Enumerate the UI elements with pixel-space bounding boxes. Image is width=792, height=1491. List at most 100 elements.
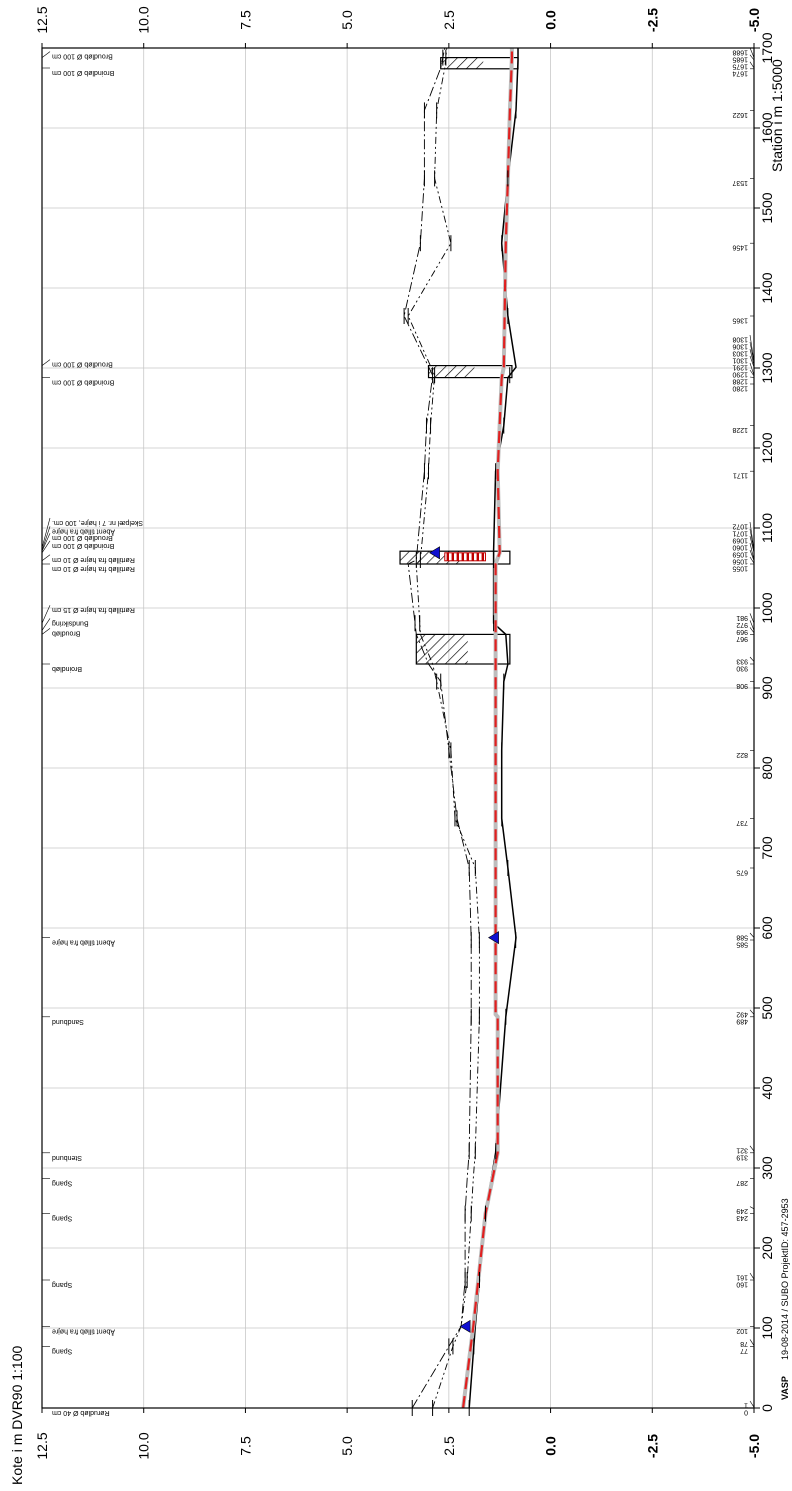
x-tick-label: 1500 [759,192,775,223]
station-leader [749,627,755,633]
station-label: 1055 [732,565,748,572]
feature-label: Rørtilløb fra højre Ø 10 cm [52,556,135,563]
station-label: 972 [736,621,748,628]
feature-label: Broudløb [52,629,81,636]
water-level-marker [488,931,499,945]
station-label: 1069 [732,537,748,544]
station-label: 161 [736,1274,748,1281]
feature-label: Broindløb Ø 100 cm [52,542,114,549]
station-label: 1171 [733,472,748,479]
station-label: 102 [736,1327,748,1334]
x-tick-label: 700 [759,836,775,860]
feature-leader [41,628,51,635]
feature-label: Broudløb Ø 100 cm [52,361,113,368]
water-markers [429,546,499,1333]
station-leader [749,61,755,69]
y-axis-title: Kote i m DVR90 1:100 [9,1345,25,1485]
feature-label: Broindløb Ø 100 cm [52,379,114,386]
feature-leader [41,540,51,553]
cross-ticks [403,49,519,1416]
station-label: 1622 [732,111,748,118]
station-label: 969 [736,628,748,635]
station-label: 1303 [732,350,748,357]
feature-label: Broudløb Ø 100 cm [52,534,113,541]
station-label: 585 [736,941,748,948]
x-tick-label: 900 [759,676,775,700]
x-tick-label: 0 [759,1404,775,1412]
station-label: 1675 [732,62,748,69]
feature-label: Åbent tilløb fra højre [52,527,115,536]
station-leader [749,1272,755,1280]
x-tick-label: 1700 [759,32,775,63]
feature-leader [41,526,51,551]
station-leader [749,1339,755,1346]
station-label: 967 [736,635,748,642]
station-leader [749,1145,755,1152]
y-tick-label-top: 2.5 [441,10,457,30]
station-label: 981 [736,614,748,621]
y-tick-label-bottom: 7.5 [237,1436,253,1456]
feature-label: Bundsikring [52,619,89,626]
station-leader [749,521,755,551]
feature-leader [41,605,51,624]
y-tick-label-bottom: 2.5 [441,1436,457,1456]
station-label: 1456 [732,244,748,251]
station-leader [749,334,755,362]
station-leader [749,341,755,364]
station-label: 588 [736,934,748,941]
station-label: 78 [740,1340,748,1347]
footer-logo: VASP [780,1376,790,1400]
station-label: 675 [736,869,748,876]
x-tick-label: 500 [759,996,775,1020]
station-leader [749,932,755,938]
water-level-marker [459,1319,471,1333]
station-label: 1685 [732,55,748,62]
y-tick-label-top: 12.5 [34,6,50,33]
x-tick-label: 1200 [759,432,775,463]
station-label: 1308 [732,336,748,343]
y-tick-label-bottom: -2.5 [644,1434,660,1458]
x-tick-label: 800 [759,756,775,780]
y-tick-label-bottom: 10.0 [136,1432,152,1459]
station-label: 287 [736,1179,748,1186]
station-label: 908 [736,682,748,689]
feature-label: Broindløb [52,665,82,672]
station-label: 1291 [732,364,748,371]
feature-leader [41,359,51,366]
station-leader [749,1009,755,1015]
station-leader [749,376,755,378]
feature-leader [41,51,51,58]
feature-label: Skelpæl nr. 7 i højre, 100 cm. [52,519,143,526]
station-label: 249 [736,1207,748,1214]
x-tick-label: 600 [759,916,775,940]
bridge-hatch [416,634,468,664]
feature-label: Rørtilløb fra højre Ø 15 cm [52,606,135,613]
feature-label: Åbent tilløb fra højre [52,1327,115,1336]
station-label: 1288 [732,378,748,385]
station-label: 1228 [732,426,748,433]
station-label: 1072 [732,523,748,530]
station-label: 1674 [732,69,748,76]
station-label: 1365 [732,317,748,324]
x-tick-label: 1100 [759,513,775,543]
bridge-hatch [440,57,484,69]
footer-info: 19-08-2014 / SUBO ProjektID: 457-2953 [780,1198,790,1360]
station-label: 737 [736,819,748,826]
station-leader [749,542,755,561]
series-line-dash-dot [403,47,472,1409]
station-label: 1071 [732,530,748,537]
station-label: 243 [736,1214,748,1221]
station-label: 1306 [732,343,748,350]
station-label: 1059 [732,551,748,558]
station-label: 321 [736,1146,748,1153]
station-leader [749,348,755,366]
station-leader [749,656,755,662]
bridge-outline [415,633,511,665]
feature-label: Stenbund [52,1154,82,1161]
feature-label: Spang [52,1179,72,1186]
station-label: 1301 [732,357,748,364]
x-tick-label: 1600 [759,112,775,143]
station-leader [749,355,755,368]
